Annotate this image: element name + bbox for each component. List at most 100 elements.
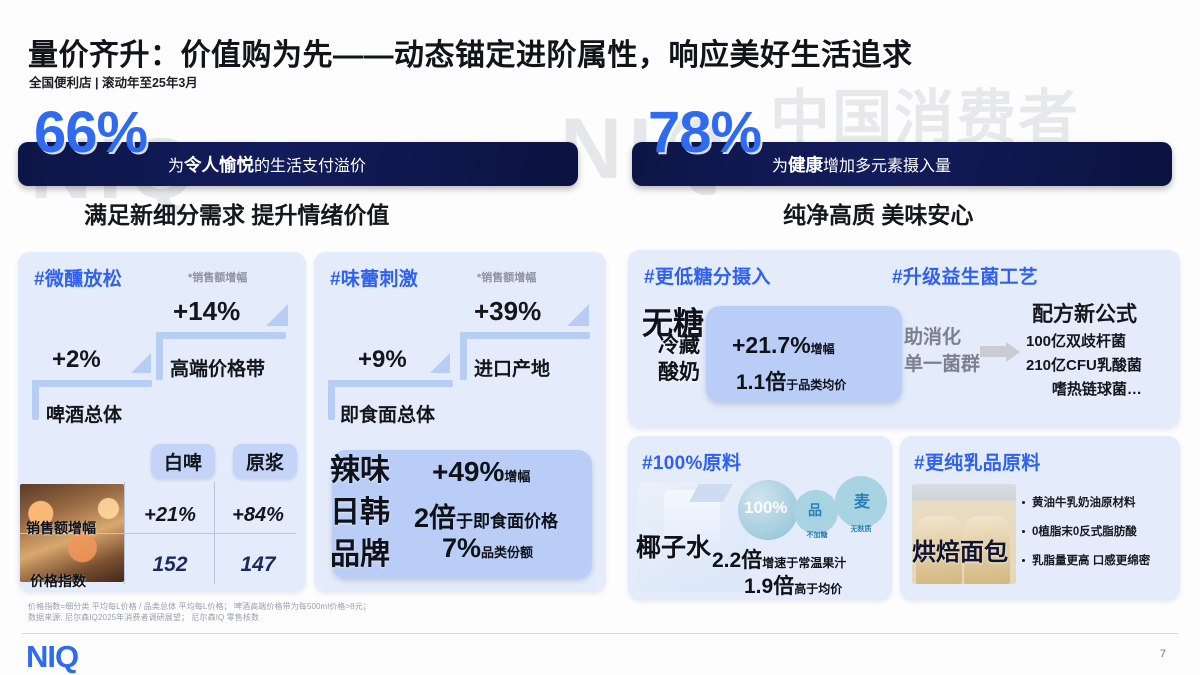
card2-callout-line-0: +49%增幅 xyxy=(432,456,530,488)
card5-product-label: 椰子水 xyxy=(636,534,712,562)
card1-row-label-1: 价格指数 xyxy=(30,573,86,589)
card3-callout-small-1: 于品类均价 xyxy=(786,378,847,392)
card1-top-pct: +14% xyxy=(173,296,241,326)
card5-small-1: 高于均价 xyxy=(794,582,843,596)
card6-product-photo xyxy=(912,484,1016,584)
card4-hashtag: #升级益生菌工艺 xyxy=(892,267,1038,288)
left-stat-prefix: 为 xyxy=(168,158,185,175)
card-yuanliao: #100%原料 椰子水 100% 品 不加糖 麦 无麸质 2.2倍增速于常温果汁… xyxy=(628,436,892,600)
card3-label-lines: 冷藏 酸奶 xyxy=(658,332,700,386)
card1-bottom-vbar xyxy=(32,380,39,420)
card5-line-1: 1.9倍高于均价 xyxy=(744,570,842,600)
card2-callout xyxy=(332,450,592,578)
card1-cell-0-0: +21% xyxy=(144,503,196,526)
card2-top-hbar xyxy=(460,332,590,339)
card2-bottom-vbar xyxy=(328,380,335,420)
card4-arrow-icon-head xyxy=(1006,342,1020,362)
card6-bullet-0: 黄油牛乳奶油原材料 xyxy=(1032,497,1136,509)
card4-arrow-icon-body xyxy=(980,346,1006,357)
card2-bottom-label: 即食面总体 xyxy=(340,405,436,426)
card3-label-line-0: 冷藏 xyxy=(658,334,700,357)
card1-top-label: 高端价格带 xyxy=(170,359,266,380)
card2-callout-small-2: 品类份额 xyxy=(481,545,534,560)
card1-cell-0-1: +84% xyxy=(232,503,284,526)
card4-to-lines: 100亿双歧杆菌 210亿CFU乳酸菌 嗜热链球菌… xyxy=(1026,330,1142,402)
left-stat-bar: 为 令人愉悦 的生活支付溢价 xyxy=(18,142,578,186)
card3-label-big: 无糖 xyxy=(642,306,704,341)
right-section-heading: 纯净高质 美味安心 xyxy=(783,202,974,228)
card2-bottom-arrow-icon xyxy=(430,353,450,373)
card4-from-lines: 助消化 单一菌群 xyxy=(904,324,980,378)
card2-brand-label: 辣味 日韩 品牌 xyxy=(330,450,390,576)
card1-table: 销售额增幅 价格指数 +21% +84% 152 147 xyxy=(18,480,306,589)
card1-top-vbar xyxy=(156,332,163,380)
card1-bottom-hbar xyxy=(32,380,152,387)
card6-bullet-2: 乳脂量更高 口感更绵密 xyxy=(1032,555,1151,567)
card3-callout xyxy=(706,306,902,402)
card1-top-hbar xyxy=(156,332,286,339)
card2-brand-line-0: 辣味 xyxy=(330,454,390,487)
card5-product-photo xyxy=(638,482,748,592)
card2-top-pct: +39% xyxy=(474,296,542,326)
card1-row-label-0: 销售额增幅 xyxy=(26,520,96,536)
card-right-top: #更低糖分摄入 #升级益生菌工艺 无糖 冷藏 酸奶 +21.7%增幅 1.1倍于… xyxy=(628,250,1180,428)
badge-nosugar-icon: 品 xyxy=(808,502,822,518)
card1-bottom-pct: +2% xyxy=(52,346,101,373)
card6-product-label: 烘焙面包 xyxy=(912,539,1008,566)
left-stat-value: 66% xyxy=(34,100,148,165)
badge-nosugar-circle xyxy=(794,490,838,534)
right-stat-bold: 健康 xyxy=(788,154,824,175)
card-rupin: #更纯乳品原料 烘焙面包 黄油牛乳奶油原材料 0植脂末0反式脂肪酸 乳脂量更高 … xyxy=(900,436,1180,600)
card3-callout-big-0: +21.7% xyxy=(732,332,811,358)
card2-hashtag: #味蕾刺激 xyxy=(330,269,419,290)
card3-hashtag: #更低糖分摄入 xyxy=(644,267,771,288)
card2-callout-big-1: 2倍 xyxy=(414,503,457,533)
page-title: 量价齐升：价值购为先——动态锚定进阶属性，响应美好生活追求 xyxy=(28,39,913,72)
card3-callout-line-1: 1.1倍于品类均价 xyxy=(736,366,846,396)
footnote-1: 数据来源: 尼尔森IQ2025年消费者调研展望； 尼尔森IQ 零售核数 xyxy=(28,613,260,622)
left-stat-suffix: 的生活支付溢价 xyxy=(254,158,367,175)
card3-callout-small-0: 增幅 xyxy=(810,342,835,356)
card6-hashtag: #更纯乳品原料 xyxy=(914,453,1041,474)
card1-col-header-1: 原浆 xyxy=(233,444,297,478)
badge-glutenfree-icon: 麦 xyxy=(854,494,871,511)
card1-cell-1-1: 147 xyxy=(240,553,276,576)
card2-top-label: 进口产地 xyxy=(474,359,551,380)
card1-top-arrow-icon xyxy=(266,304,288,326)
niq-logo: NIQ xyxy=(26,639,79,674)
card1-hashtag: #微醺放松 xyxy=(34,269,123,290)
card1-bottom-label: 啤酒总体 xyxy=(46,405,123,426)
badge-glutenfree-caption: 无麸质 xyxy=(850,526,872,533)
card2-brand-line-2: 品牌 xyxy=(330,538,390,571)
card2-callout-line-2: 7%品类份额 xyxy=(442,533,533,564)
right-stat-suffix: 增加多元素摄入量 xyxy=(823,158,952,175)
card-weilei-ciji: #味蕾刺激 *销售额增幅 +39% 进口产地 +9% 即食面总体 辣味 日韩 品… xyxy=(314,252,606,592)
card4-to-line-2: 嗜热链球菌… xyxy=(1051,381,1142,398)
right-stat-value: 78% xyxy=(648,100,762,165)
card4-to-title: 配方新公式 xyxy=(1032,303,1137,326)
card-weixun-fangsong: #微醺放松 *销售额增幅 +14% 高端价格带 +2% 啤酒总体 白啤 原浆 销… xyxy=(18,252,306,592)
card5-line-0: 2.2倍增速于常温果汁 xyxy=(712,544,846,574)
card2-callout-line-1: 2倍于即食面价格 xyxy=(414,496,558,535)
card2-top-arrow-icon xyxy=(567,304,589,326)
card2-note: *销售额增幅 xyxy=(477,272,537,284)
card3-callout-big-1: 1.1倍 xyxy=(736,371,787,394)
card1-note: *销售额增幅 xyxy=(188,272,248,284)
card5-hashtag: #100%原料 xyxy=(642,453,742,474)
card2-callout-big-0: +49% xyxy=(432,456,505,487)
card4-from-line-0: 助消化 xyxy=(904,327,962,348)
card4-to-line-0: 100亿双歧杆菌 xyxy=(1026,333,1127,350)
card2-callout-small-0: 增幅 xyxy=(504,469,531,484)
left-stat-bold: 令人愉悦 xyxy=(184,154,255,175)
badge-100-label: 100% xyxy=(744,498,788,517)
card1-col-header-0: 白啤 xyxy=(151,444,215,478)
badge-100-circle xyxy=(738,480,798,540)
page-number: 7 xyxy=(1160,648,1167,660)
card1-bottom-arrow-icon xyxy=(131,353,151,373)
card2-brand-line-1: 日韩 xyxy=(330,496,390,529)
card5-big-0: 2.2倍 xyxy=(712,549,763,572)
card3-callout-line-0: +21.7%增幅 xyxy=(732,332,835,359)
card5-big-1: 1.9倍 xyxy=(744,575,795,598)
card2-bottom-pct: +9% xyxy=(358,346,407,373)
